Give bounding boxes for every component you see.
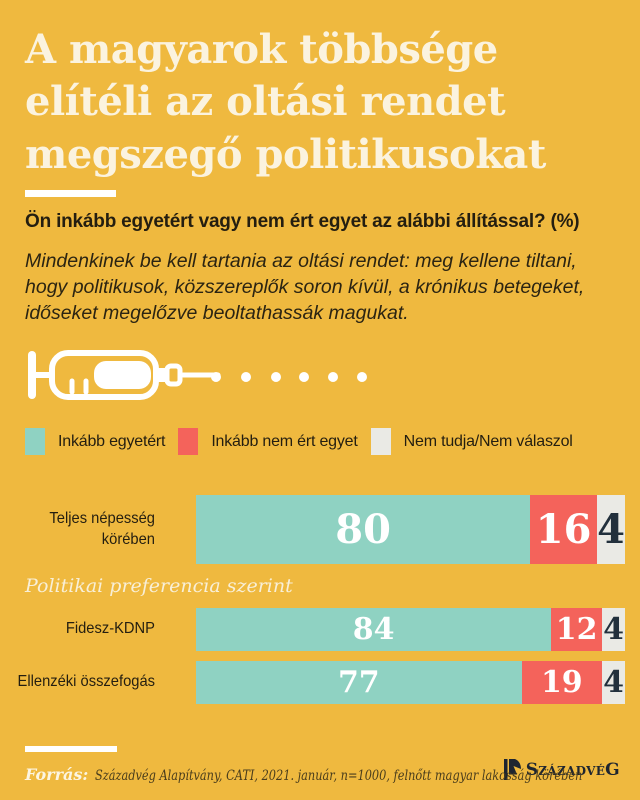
source-text: Századvég Alapítvány, CATI, 2021. január… bbox=[95, 768, 583, 784]
syringe-tip-ring bbox=[164, 363, 183, 387]
statement-line: időseket megelőzve beoltathassák magukat… bbox=[25, 301, 409, 324]
title-line: megszegő politikusokat bbox=[25, 130, 546, 178]
title-line: elítéli az oltási rendet bbox=[25, 78, 506, 126]
bar-row: Fidesz-KDNP 84 12 4 bbox=[25, 608, 625, 652]
bar-category-label: Fidesz-KDNP bbox=[65, 620, 155, 638]
syringe-icon bbox=[28, 350, 367, 401]
syringe-nub bbox=[156, 368, 167, 383]
bar-segment-dk: 4 bbox=[602, 608, 625, 652]
legend-label: Inkább nem ért egyet bbox=[211, 432, 358, 450]
bar-segment-disagree: 12 bbox=[551, 608, 602, 652]
survey-question: Ön inkább egyetért vagy nem ért egyet az… bbox=[25, 211, 580, 233]
bar-segment-agree: 84 bbox=[196, 608, 552, 652]
page-title: A magyarok többsége elítéli az oltási re… bbox=[25, 24, 620, 181]
stacked-bar: 80 16 4 bbox=[196, 495, 625, 565]
survey-statement: Mindenkinek be kell tartania az oltási r… bbox=[25, 249, 620, 326]
statement-line: hogy politikusok, közszereplők soron kív… bbox=[25, 275, 585, 298]
bar-segment-agree: 77 bbox=[196, 661, 522, 705]
szazadveg-logo: SzázadvéG bbox=[503, 759, 620, 780]
footer: Forrás: Századvég Alapítvány, CATI, 2021… bbox=[0, 746, 640, 800]
stacked-bar: 84 12 4 bbox=[196, 608, 625, 652]
section-label: Politikai preferencia szerint bbox=[25, 575, 293, 598]
source-label: Forrás: bbox=[25, 765, 89, 784]
title-underline bbox=[25, 190, 116, 198]
legend-label: Inkább egyetért bbox=[58, 432, 166, 450]
legend: Inkább egyetért Inkább nem ért egyet Nem… bbox=[25, 428, 625, 456]
stacked-bar: 77 19 4 bbox=[196, 661, 625, 705]
syringe-illustration bbox=[25, 346, 640, 404]
szazadveg-logo-text: SzázadvéG bbox=[525, 759, 620, 780]
bar-row: Teljes népesség körében 80 16 4 bbox=[25, 495, 625, 565]
bar-row: Ellenzéki összefogás 77 19 4 bbox=[17, 661, 625, 705]
footer-accent-bar bbox=[25, 746, 117, 752]
legend-label: Nem tudja/Nem válaszol bbox=[403, 432, 573, 450]
legend-item-dont-know: Nem tudja/Nem válaszol bbox=[370, 428, 573, 456]
bar-segment-agree: 80 bbox=[196, 495, 531, 565]
droplet-dots bbox=[211, 372, 367, 383]
bar-segment-disagree: 16 bbox=[530, 495, 597, 565]
bar-segment-disagree: 19 bbox=[521, 661, 602, 705]
statement-line: Mindenkinek be kell tartania az oltási r… bbox=[25, 250, 577, 273]
szazadveg-logo-icon bbox=[503, 759, 521, 780]
legend-swatch-agree bbox=[25, 428, 45, 456]
bar-category-label: Ellenzéki összefogás bbox=[17, 673, 155, 691]
legend-swatch-disagree bbox=[178, 428, 199, 456]
bar-segment-dk: 4 bbox=[602, 661, 625, 705]
bar-segment-dk: 4 bbox=[597, 495, 625, 565]
legend-item-disagree: Inkább nem ért egyet bbox=[178, 428, 358, 456]
legend-swatch-dont-know bbox=[370, 428, 391, 456]
title-line: A magyarok többsége bbox=[25, 26, 498, 73]
stacked-bar-chart: Teljes népesség körében 80 16 4 Politikai pre… bbox=[17, 495, 625, 714]
syringe-liquid-fill bbox=[94, 361, 151, 390]
bar-category-label: Teljes népesség körében bbox=[49, 510, 155, 548]
legend-item-agree: Inkább egyetért bbox=[25, 428, 166, 456]
